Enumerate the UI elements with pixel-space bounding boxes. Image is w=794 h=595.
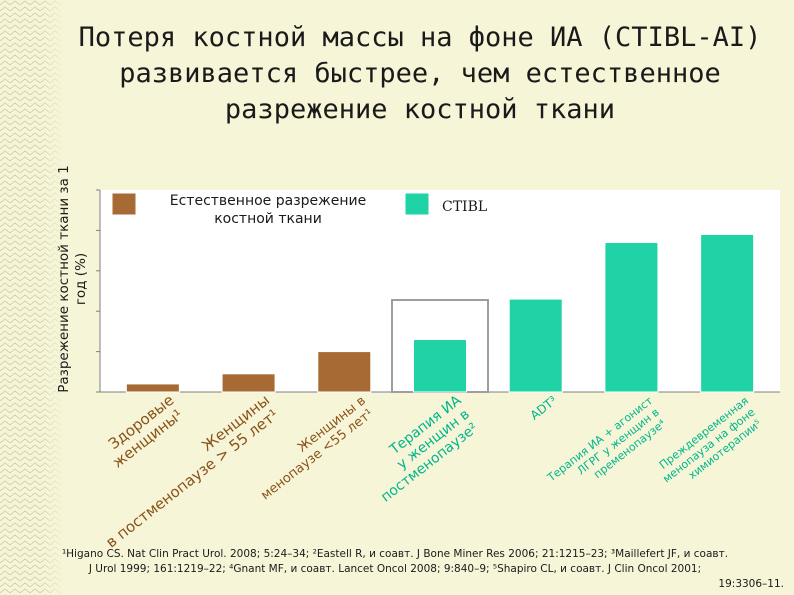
category-label-7-line-2: менопауза на фоне — [660, 405, 757, 485]
category-label-6: Терапия ИА + агонистЛГРГ у женщин впреме… — [544, 394, 671, 506]
footnote-line-2: J Urol 1999; 161:1219–22; ⁴Gnant MF, и с… — [88, 563, 702, 575]
legend-label-line-1: Естественное разрежение — [170, 193, 366, 209]
y-axis-label-line-1: Разрежение костной ткани за 1 — [56, 165, 72, 393]
legend-swatch-ctibl — [404, 192, 430, 216]
category-label-5-line-1: ADT³ — [528, 393, 560, 422]
category-label-4: Терапия ИАу женщин впостменопаузе² — [358, 392, 484, 505]
legend-label-natural: Естественное разрежение костной ткани — [170, 193, 366, 227]
legend-label-ctibl: CTIBL — [442, 199, 487, 215]
footnote-line-1: ¹Higano CS. Nat Clin Pract Urol. 2008; 5… — [61, 548, 729, 560]
bar-5 — [508, 298, 563, 393]
references-footnote: ¹Higano CS. Nat Clin Pract Urol. 2008; 5… — [2, 547, 788, 592]
legend-label-line-2: костной ткани — [214, 211, 322, 227]
footnote-line-3: 19:3306–11. — [718, 578, 784, 590]
category-label-1: Здоровыеженщины¹ — [98, 391, 187, 472]
bar-2 — [221, 373, 276, 393]
category-label-7: Преждевременнаяменопауза на фонехимиотер… — [652, 394, 767, 496]
title-line-1: Потеря костной массы на фоне ИА (CTIBL-A… — [78, 22, 762, 53]
bar-3 — [317, 351, 372, 393]
title-line-3: разрежение костной ткани — [224, 94, 616, 125]
bar-4 — [413, 338, 467, 393]
y-axis-label: Разрежение костной ткани за 1год (%) — [56, 165, 89, 393]
legend-swatch-natural — [111, 192, 137, 216]
page-title: Потеря костной массы на фоне ИА (CTIBL-A… — [40, 20, 794, 128]
bar-6 — [604, 242, 659, 393]
category-label-5: ADT³ — [528, 393, 560, 422]
y-axis-label-line-2: год (%) — [73, 253, 89, 305]
category-label-2: Женщиныв постменопаузе > 55 лет¹ — [92, 391, 284, 551]
bar-1 — [125, 383, 180, 393]
title-line-2: развивается быстрее, чем естественное — [119, 58, 721, 89]
bar-7 — [700, 233, 755, 393]
